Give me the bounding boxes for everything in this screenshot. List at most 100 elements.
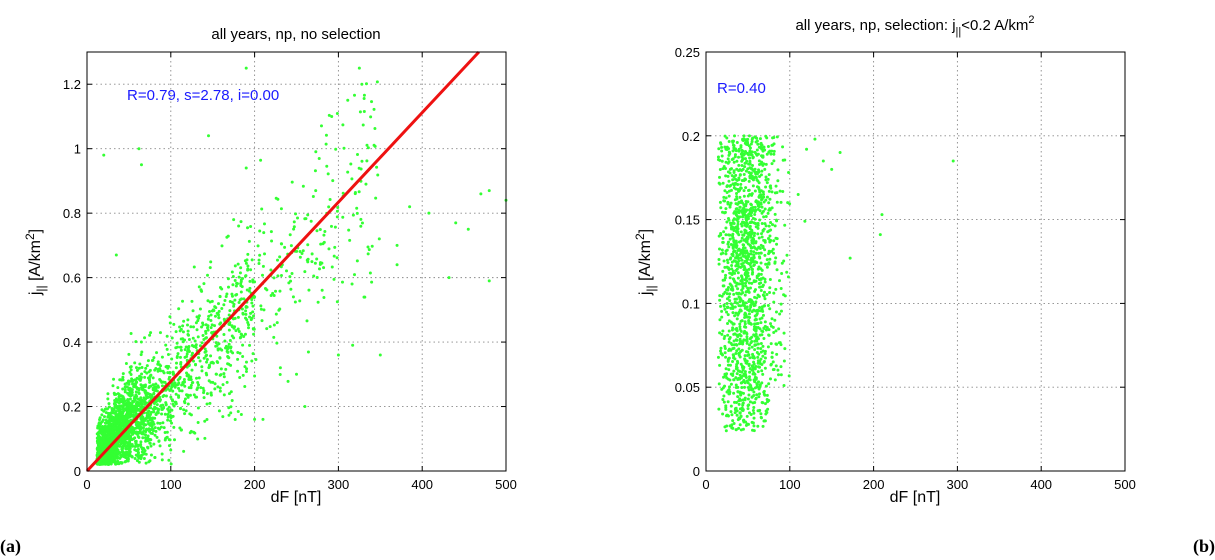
scatter-point bbox=[234, 329, 238, 333]
scatter-point bbox=[269, 230, 273, 234]
scatter-point bbox=[757, 145, 761, 149]
scatter-point bbox=[719, 233, 723, 237]
scatter-point bbox=[133, 457, 137, 461]
scatter-point bbox=[772, 251, 776, 255]
scatter-point bbox=[779, 302, 783, 306]
scatter-point bbox=[159, 404, 163, 408]
scatter-point bbox=[744, 312, 748, 316]
scatter-point bbox=[288, 275, 292, 279]
scatter-point bbox=[192, 359, 196, 363]
scatter-point bbox=[178, 355, 182, 359]
scatter-point bbox=[737, 426, 741, 430]
scatter-point bbox=[226, 277, 230, 281]
scatter-point bbox=[734, 327, 738, 331]
scatter-point bbox=[782, 331, 786, 335]
scatter-point bbox=[743, 322, 747, 326]
scatter-point bbox=[165, 436, 169, 440]
scatter-point bbox=[759, 267, 763, 271]
scatter-point bbox=[143, 375, 147, 379]
scatter-point bbox=[754, 329, 758, 333]
scatter-point bbox=[737, 347, 741, 351]
b-x-tick-label-500: 500 bbox=[1114, 477, 1136, 492]
scatter-point bbox=[135, 366, 139, 370]
b-x-tick-label-100: 100 bbox=[779, 477, 801, 492]
scatter-point bbox=[167, 444, 171, 448]
scatter-point bbox=[174, 392, 178, 396]
scatter-point bbox=[736, 217, 740, 221]
scatter-point bbox=[760, 222, 764, 226]
scatter-point bbox=[738, 205, 742, 209]
scatter-point bbox=[747, 252, 751, 256]
scatter-point bbox=[171, 402, 175, 406]
scatter-point bbox=[757, 170, 761, 174]
scatter-point bbox=[195, 388, 199, 392]
scatter-point bbox=[291, 295, 295, 299]
scatter-point bbox=[735, 140, 739, 144]
scatter-point bbox=[236, 369, 240, 373]
scatter-point bbox=[761, 424, 765, 428]
scatter-point bbox=[744, 199, 748, 203]
scatter-point bbox=[739, 222, 743, 226]
scatter-point bbox=[248, 315, 252, 319]
scatter-point bbox=[141, 415, 145, 419]
scatter-point bbox=[179, 327, 183, 331]
scatter-point bbox=[720, 248, 724, 252]
scatter-point bbox=[752, 250, 756, 254]
scatter-point bbox=[729, 320, 733, 324]
scatter-point bbox=[241, 373, 245, 377]
scatter-point bbox=[144, 366, 148, 370]
scatter-point bbox=[260, 207, 264, 211]
scatter-point bbox=[759, 350, 763, 354]
scatter-point bbox=[726, 288, 730, 292]
scatter-point bbox=[346, 170, 350, 174]
scatter-point bbox=[736, 287, 740, 291]
panel-b-label: (b) bbox=[1193, 536, 1215, 557]
scatter-point bbox=[762, 392, 766, 396]
scatter-point bbox=[728, 363, 732, 367]
scatter-point bbox=[732, 222, 736, 226]
scatter-point bbox=[744, 203, 748, 207]
scatter-point bbox=[167, 410, 171, 414]
scatter-point bbox=[757, 195, 761, 199]
scatter-point bbox=[754, 208, 758, 212]
scatter-point bbox=[757, 272, 761, 276]
scatter-point bbox=[170, 357, 174, 361]
scatter-point bbox=[204, 371, 208, 375]
scatter-point bbox=[735, 159, 739, 163]
scatter-point bbox=[200, 365, 204, 369]
scatter-point bbox=[749, 214, 753, 218]
scatter-point bbox=[141, 400, 145, 404]
scatter-point bbox=[128, 397, 132, 401]
scatter-point bbox=[727, 368, 731, 372]
scatter-point bbox=[748, 321, 752, 325]
scatter-point bbox=[727, 140, 731, 144]
scatter-point bbox=[237, 330, 241, 334]
scatter-point bbox=[239, 266, 243, 270]
scatter-point bbox=[726, 161, 730, 165]
scatter-point bbox=[132, 410, 136, 414]
scatter-point bbox=[740, 288, 744, 292]
scatter-point bbox=[779, 309, 783, 313]
panel-b-title: all years, np, selection: j||<0.2 A/km2 bbox=[795, 14, 1034, 38]
scatter-point bbox=[303, 270, 307, 274]
scatter-point bbox=[197, 285, 201, 289]
scatter-point bbox=[147, 392, 151, 396]
scatter-point bbox=[334, 147, 338, 151]
scatter-point bbox=[144, 452, 148, 456]
scatter-point bbox=[144, 439, 148, 443]
scatter-point bbox=[748, 277, 752, 281]
scatter-point bbox=[263, 252, 267, 256]
scatter-point bbox=[125, 414, 129, 418]
scatter-point-outlier bbox=[880, 213, 884, 217]
scatter-point bbox=[198, 307, 202, 311]
a-x-tick-label-0: 0 bbox=[83, 477, 90, 492]
scatter-point-outlier bbox=[466, 227, 470, 231]
scatter-point bbox=[205, 402, 209, 406]
scatter-point bbox=[753, 386, 757, 390]
scatter-point bbox=[97, 446, 101, 450]
scatter-point bbox=[758, 305, 762, 309]
scatter-point bbox=[289, 244, 293, 248]
scatter-point bbox=[731, 419, 735, 423]
scatter-point-outlier bbox=[244, 166, 248, 170]
